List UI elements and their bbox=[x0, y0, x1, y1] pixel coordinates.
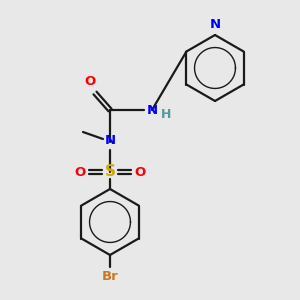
Text: O: O bbox=[74, 166, 86, 178]
Text: O: O bbox=[134, 166, 146, 178]
Text: O: O bbox=[84, 75, 96, 88]
Text: Br: Br bbox=[102, 270, 118, 283]
Text: N: N bbox=[104, 134, 116, 146]
Text: N: N bbox=[146, 103, 158, 116]
Text: S: S bbox=[104, 164, 116, 179]
Text: H: H bbox=[161, 109, 171, 122]
Text: N: N bbox=[209, 18, 220, 31]
